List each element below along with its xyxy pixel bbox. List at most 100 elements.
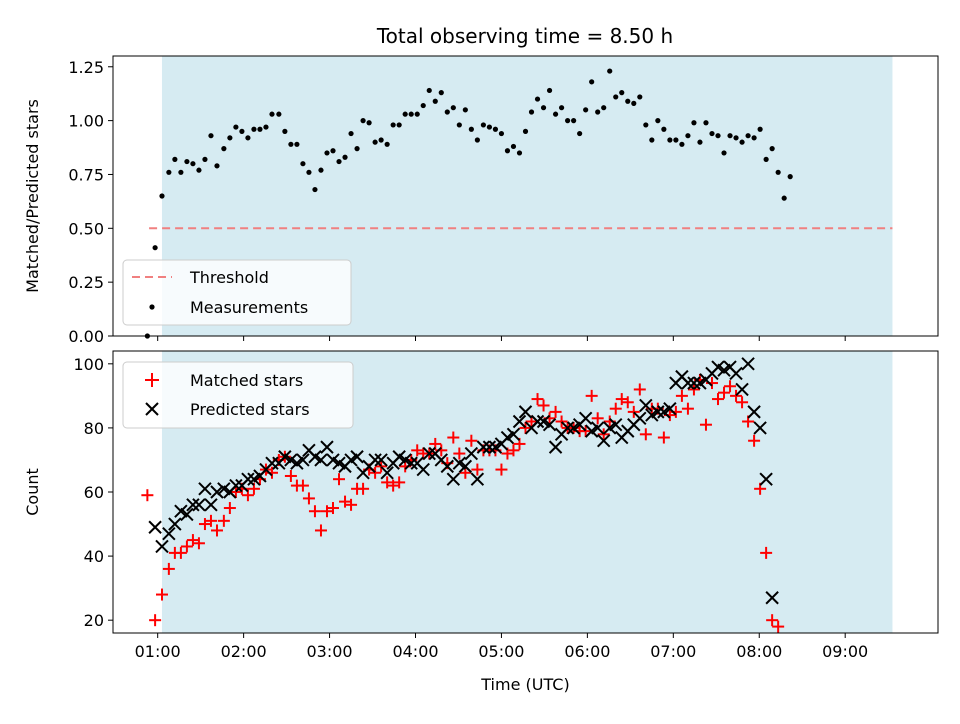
- measurement-point: [534, 96, 541, 102]
- measurement-point: [745, 133, 751, 139]
- measurement-point: [414, 111, 420, 117]
- matched-point: [327, 502, 339, 515]
- predicted-points: [148, 357, 779, 605]
- measurement-point: [679, 141, 685, 147]
- matched-point: [192, 537, 205, 550]
- predicted-point: [530, 414, 545, 429]
- predicted-point: [404, 456, 418, 470]
- measurement-point: [546, 87, 553, 94]
- predicted-point: [186, 498, 200, 512]
- measurement-point: [661, 126, 667, 132]
- predicted-point: [639, 398, 653, 413]
- measurement-point: [426, 87, 432, 94]
- predicted-point: [596, 434, 611, 448]
- measurement-point: [166, 169, 172, 175]
- predicted-point: [204, 498, 218, 512]
- panel-counts: 20 40 60 80 100 01:00 02:00 03:00 04:00 05:00 06:…: [23, 350, 939, 694]
- bottom-y-ticks: 20 40 60 80 100: [73, 355, 113, 630]
- predicted-point: [765, 591, 779, 605]
- measurement-point: [685, 133, 691, 139]
- predicted-point: [464, 446, 479, 461]
- measurement-point: [480, 122, 486, 128]
- predicted-point: [380, 466, 394, 480]
- predicted-point: [192, 498, 206, 512]
- x-tick-label: 03:00: [307, 642, 353, 661]
- measurement-point: [196, 167, 202, 173]
- measurement-point: [408, 111, 414, 117]
- matched-point: [162, 562, 175, 575]
- matched-point: [615, 393, 628, 406]
- measurement-point: [438, 90, 444, 96]
- predicted-point: [210, 485, 224, 499]
- measurement-point: [571, 118, 577, 124]
- matched-point: [585, 389, 598, 402]
- predicted-point: [741, 357, 755, 371]
- bottom-y-tick-label: 80: [84, 419, 104, 438]
- measurement-point: [396, 122, 402, 128]
- top-y-tick-label: 0.50: [68, 219, 104, 238]
- bottom-y-axis-label: Count: [23, 468, 42, 516]
- measurement-point: [655, 118, 661, 124]
- measurement-point: [474, 137, 480, 143]
- measurement-point: [348, 130, 354, 137]
- predicted-point: [590, 421, 605, 435]
- bottom-y-tick-label: 40: [84, 547, 104, 566]
- measurement-point: [221, 146, 227, 152]
- matched-point: [681, 402, 694, 415]
- matched-point: [687, 383, 700, 396]
- measurement-point: [378, 137, 384, 143]
- top-x-ticks: [157, 336, 846, 341]
- predicted-point: [747, 405, 761, 419]
- measurement-point: [402, 111, 408, 117]
- x-tick-label: 02:00: [221, 642, 267, 661]
- predicted-point: [548, 440, 563, 454]
- predicted-point: [651, 405, 665, 419]
- x-tick-label: 04:00: [392, 642, 438, 661]
- matched-point: [186, 534, 199, 547]
- measurement-point: [384, 141, 390, 147]
- matched-point: [555, 415, 568, 428]
- legend-predicted-swatch: [145, 402, 159, 416]
- matched-point: [675, 389, 688, 402]
- measurement-point: [528, 109, 535, 115]
- measurement-point: [444, 109, 450, 115]
- predicted-point: [482, 440, 497, 454]
- measurement-point: [589, 79, 595, 85]
- matched-point: [411, 444, 424, 457]
- predicted-point: [687, 376, 701, 390]
- matched-point: [357, 482, 370, 495]
- predicted-point: [753, 421, 767, 435]
- measurement-point: [288, 141, 294, 147]
- matched-point: [155, 588, 168, 601]
- measurement-point: [450, 105, 456, 111]
- matched-point: [284, 469, 297, 482]
- matched-point: [772, 620, 785, 633]
- measurement-point: [787, 174, 793, 180]
- matched-point: [320, 505, 333, 518]
- matched-point: [453, 447, 466, 460]
- matched-point: [748, 434, 761, 447]
- measurement-point: [462, 107, 468, 113]
- x-tick-label: 01:00: [135, 642, 181, 661]
- measurement-point: [637, 94, 643, 100]
- bottom-y-tick-label: 100: [73, 355, 104, 374]
- measurement-point: [306, 169, 312, 175]
- measurement-point: [667, 137, 673, 143]
- matched-point: [217, 514, 230, 527]
- measurement-point: [342, 154, 348, 160]
- predicted-point: [440, 459, 455, 474]
- predicted-point: [681, 376, 695, 390]
- measurement-point: [733, 135, 739, 141]
- measurement-point: [649, 137, 655, 143]
- measurement-point: [312, 186, 318, 193]
- measurement-point: [202, 156, 208, 162]
- measurement-point: [709, 130, 715, 137]
- measurement-point: [432, 98, 438, 104]
- matched-point: [495, 463, 508, 476]
- measurement-point: [697, 139, 703, 145]
- x-tick-label: 06:00: [564, 642, 610, 661]
- matched-point: [296, 479, 309, 492]
- matched-point: [712, 393, 724, 406]
- matched-point: [621, 396, 634, 409]
- legend-measurements-label: Measurements: [190, 298, 308, 317]
